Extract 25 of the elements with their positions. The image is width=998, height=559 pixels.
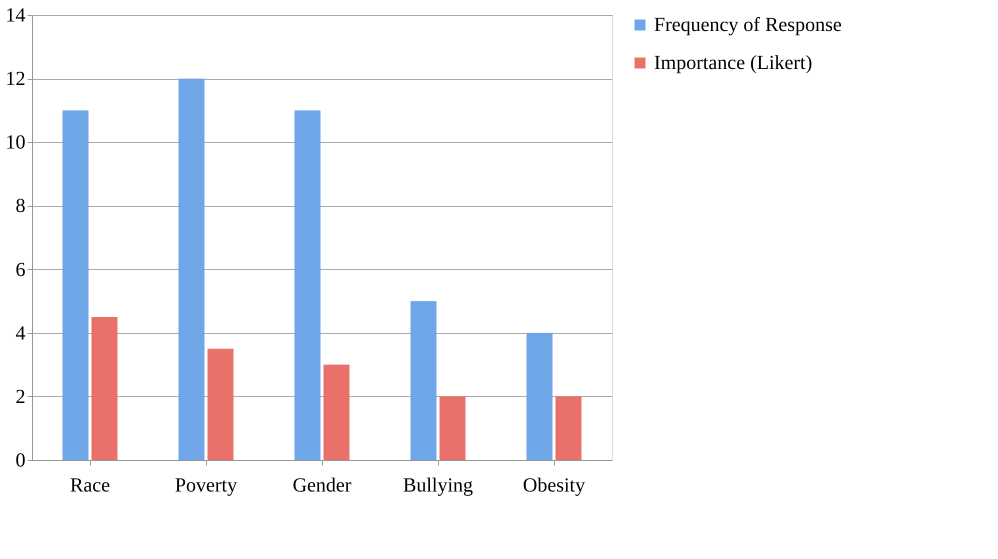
bar (92, 316, 118, 460)
x-tick-label: Race (70, 474, 110, 496)
y-tick-label: 4 (16, 322, 26, 344)
bar (62, 110, 88, 460)
bar (208, 348, 234, 460)
bar (178, 78, 204, 460)
bar (294, 110, 320, 460)
x-tick-label: Bullying (402, 474, 474, 496)
bar (526, 332, 552, 460)
y-tick-label: 14 (6, 4, 26, 26)
y-tick-label: 6 (16, 258, 26, 281)
x-tick-label: Obesity (522, 474, 586, 496)
bar (410, 301, 436, 460)
bar (324, 364, 350, 460)
bar (440, 396, 466, 460)
y-tick-label: 10 (6, 132, 26, 154)
bar (556, 396, 582, 460)
y-tick-label: 0 (16, 450, 26, 472)
x-tick-label: Gender (292, 474, 352, 496)
y-tick-label: 12 (6, 68, 26, 90)
legend-label: Frequency of Response (654, 14, 842, 36)
y-tick-label: 8 (16, 195, 26, 218)
legend-label: Importance (Likert) (654, 52, 812, 74)
x-tick-label: Poverty (174, 474, 238, 496)
y-tick-label: 2 (16, 386, 26, 408)
